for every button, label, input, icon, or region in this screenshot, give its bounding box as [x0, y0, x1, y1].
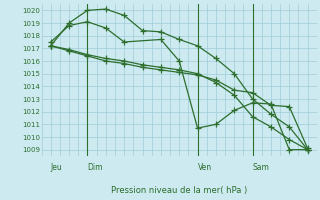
Text: Sam: Sam: [252, 163, 269, 172]
Text: Pression niveau de la mer( hPa ): Pression niveau de la mer( hPa ): [111, 186, 247, 195]
Text: Ven: Ven: [197, 163, 212, 172]
Text: Jeu: Jeu: [51, 163, 62, 172]
Text: Dim: Dim: [87, 163, 103, 172]
